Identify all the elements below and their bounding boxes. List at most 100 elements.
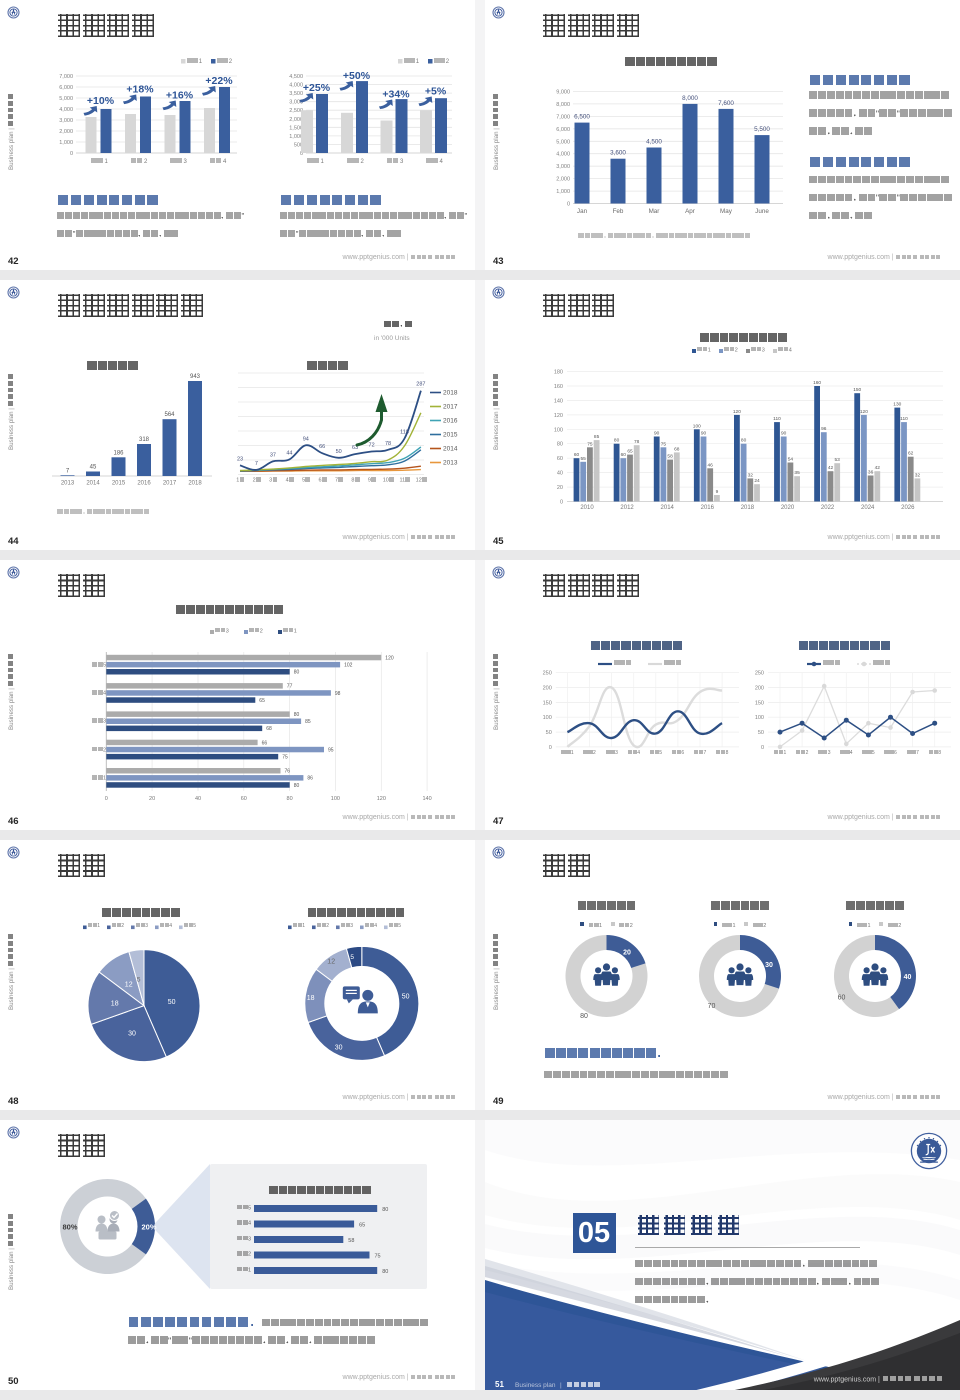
svg-text:180: 180 xyxy=(554,370,563,376)
svg-text:0: 0 xyxy=(761,745,764,751)
svg-text:35: 35 xyxy=(794,470,800,476)
svg-text:2010: 2010 xyxy=(580,505,594,511)
svg-text:98: 98 xyxy=(335,691,341,697)
svg-text:58: 58 xyxy=(667,454,673,460)
svg-text:5: 5 xyxy=(350,954,354,961)
svg-text:2013: 2013 xyxy=(443,460,458,467)
svg-text:2014: 2014 xyxy=(443,446,458,453)
svg-text:2,500: 2,500 xyxy=(289,108,303,114)
svg-text:80: 80 xyxy=(294,712,300,718)
svg-text:0: 0 xyxy=(560,500,563,506)
svg-text:200: 200 xyxy=(755,686,764,692)
svg-text:80: 80 xyxy=(382,1269,388,1275)
svg-text:70: 70 xyxy=(708,1003,716,1010)
svg-text:102: 102 xyxy=(344,663,353,669)
svg-text:9: 9 xyxy=(716,489,719,495)
svg-text:55: 55 xyxy=(581,456,587,462)
svg-text:110: 110 xyxy=(900,416,908,422)
svg-text:150: 150 xyxy=(755,700,764,706)
svg-text:37: 37 xyxy=(270,452,276,458)
svg-text:2020: 2020 xyxy=(781,505,795,511)
svg-text:90: 90 xyxy=(701,431,707,437)
svg-text:20%: 20% xyxy=(141,1223,156,1232)
svg-text:60: 60 xyxy=(241,796,247,802)
svg-text:Jan: Jan xyxy=(577,208,588,215)
svg-text:0: 0 xyxy=(105,796,108,802)
svg-text:2012: 2012 xyxy=(620,505,634,511)
svg-text:2017: 2017 xyxy=(163,481,177,487)
svg-text:12: 12 xyxy=(327,959,335,966)
svg-text:+22%: +22% xyxy=(205,75,233,87)
svg-text:53: 53 xyxy=(835,457,841,463)
svg-text:1,000: 1,000 xyxy=(289,134,303,140)
svg-text:40: 40 xyxy=(904,974,912,981)
svg-text:58: 58 xyxy=(348,1238,354,1244)
svg-text:140: 140 xyxy=(554,398,563,404)
svg-text:60: 60 xyxy=(574,452,580,458)
svg-text:30: 30 xyxy=(765,962,773,969)
svg-text:3,600: 3,600 xyxy=(610,150,626,157)
svg-text:100: 100 xyxy=(755,715,764,721)
svg-text:3,500: 3,500 xyxy=(289,91,303,97)
svg-text:80: 80 xyxy=(557,442,563,448)
svg-text:140: 140 xyxy=(423,796,432,802)
svg-text:30: 30 xyxy=(335,1045,343,1052)
svg-text:80%: 80% xyxy=(62,1223,77,1232)
svg-text:+34%: +34% xyxy=(382,89,410,101)
svg-text:250: 250 xyxy=(543,671,552,677)
svg-text:85: 85 xyxy=(305,719,311,725)
svg-text:2016: 2016 xyxy=(443,418,458,425)
svg-text:7: 7 xyxy=(255,461,258,467)
svg-text:6,000: 6,000 xyxy=(556,127,570,133)
svg-text:7,600: 7,600 xyxy=(718,100,734,107)
svg-text:60: 60 xyxy=(557,456,563,462)
svg-text:250: 250 xyxy=(755,671,764,677)
svg-text:120: 120 xyxy=(385,655,394,661)
svg-text:62: 62 xyxy=(908,451,914,457)
svg-text:2022: 2022 xyxy=(821,505,835,511)
svg-text:120: 120 xyxy=(554,413,563,419)
svg-text:4,500: 4,500 xyxy=(289,74,303,80)
svg-text:2026: 2026 xyxy=(901,505,915,511)
svg-text:40: 40 xyxy=(557,471,563,477)
svg-text:Apr: Apr xyxy=(685,208,695,215)
svg-text:30: 30 xyxy=(128,1031,136,1038)
svg-text:66: 66 xyxy=(319,444,325,450)
svg-text:2015: 2015 xyxy=(112,481,126,487)
svg-text:95: 95 xyxy=(328,747,334,753)
svg-text:0: 0 xyxy=(70,151,73,157)
svg-text:118: 118 xyxy=(400,430,409,436)
svg-text:3,000: 3,000 xyxy=(289,100,303,106)
svg-text:2,000: 2,000 xyxy=(289,117,303,123)
svg-text:65: 65 xyxy=(359,1223,365,1229)
svg-text:80: 80 xyxy=(287,796,293,802)
svg-text:5: 5 xyxy=(137,977,141,984)
svg-text:5,500: 5,500 xyxy=(754,126,770,133)
svg-text:June: June xyxy=(755,208,769,215)
svg-text:110: 110 xyxy=(773,416,781,422)
svg-text:186: 186 xyxy=(113,450,124,456)
svg-text:130: 130 xyxy=(893,402,901,408)
svg-text:44: 44 xyxy=(286,450,292,456)
svg-text:+25%: +25% xyxy=(303,82,331,94)
svg-text:150: 150 xyxy=(853,387,861,393)
svg-text:18: 18 xyxy=(111,1001,119,1008)
svg-text:2016: 2016 xyxy=(701,505,715,511)
svg-text:+10%: +10% xyxy=(87,95,115,107)
svg-text:4,000: 4,000 xyxy=(59,107,73,113)
svg-text:120: 120 xyxy=(733,409,741,415)
svg-text:18: 18 xyxy=(307,995,315,1002)
svg-text:4,000: 4,000 xyxy=(556,152,570,158)
svg-text:2018: 2018 xyxy=(741,505,755,511)
svg-text:75: 75 xyxy=(282,755,288,761)
svg-text:12: 12 xyxy=(125,981,133,988)
svg-text:78: 78 xyxy=(385,441,391,447)
svg-text:500: 500 xyxy=(294,142,303,148)
svg-text:80: 80 xyxy=(741,438,747,444)
svg-text:100: 100 xyxy=(331,796,340,802)
svg-text:75: 75 xyxy=(661,441,667,447)
svg-text:2024: 2024 xyxy=(861,505,875,511)
svg-text:46: 46 xyxy=(708,462,714,468)
svg-text:4,000: 4,000 xyxy=(289,83,303,89)
svg-text:120: 120 xyxy=(860,409,868,415)
